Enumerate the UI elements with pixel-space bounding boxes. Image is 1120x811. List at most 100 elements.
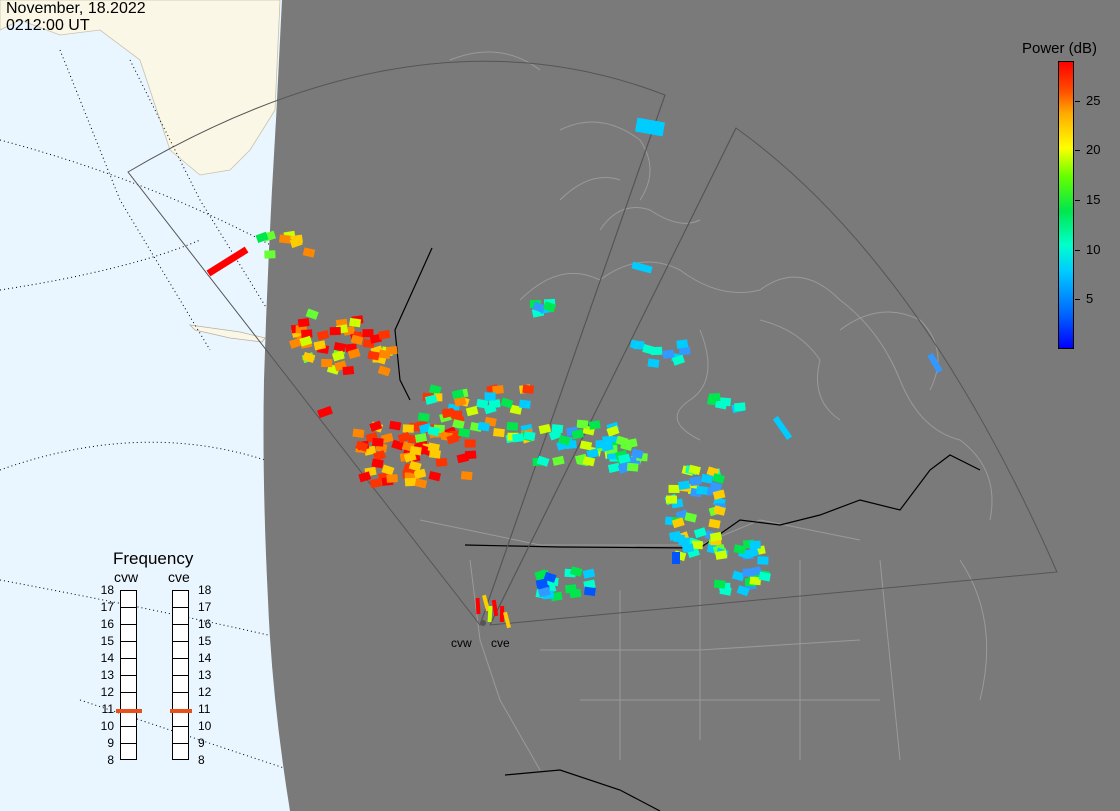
echo-cell xyxy=(342,366,355,376)
echo-cell xyxy=(583,586,596,597)
echo-cell xyxy=(369,420,383,432)
echo-cell xyxy=(538,423,552,435)
frequency-cell-divider xyxy=(173,743,188,744)
echo-cell xyxy=(668,484,680,493)
echo-cell xyxy=(305,308,319,320)
echo-cell xyxy=(523,431,536,441)
colorbar-tick-mark xyxy=(1075,200,1080,202)
echo-cell xyxy=(506,422,519,431)
echo-cell xyxy=(665,495,678,504)
echo-cell xyxy=(451,389,465,400)
echo-cell xyxy=(373,450,387,462)
echo-cell xyxy=(329,326,341,336)
colorbar-tick-mark xyxy=(1075,299,1080,301)
echo-cell xyxy=(299,335,313,347)
echo-cell xyxy=(487,605,493,623)
echo-cell xyxy=(543,571,557,583)
frequency-cell-divider xyxy=(121,607,136,608)
echo-cell xyxy=(709,531,723,542)
echo-cell xyxy=(458,427,471,438)
echo-cell xyxy=(264,250,276,259)
echo-cell xyxy=(316,329,330,341)
echo-cell xyxy=(731,570,745,582)
echo-cell xyxy=(302,247,316,258)
echo-cell xyxy=(736,585,750,597)
frequency-label-left: 10 xyxy=(100,719,114,733)
echo-cell xyxy=(488,399,501,409)
colorbar-tick-label: 5 xyxy=(1086,291,1094,307)
echo-cell xyxy=(606,425,620,437)
frequency-cell-divider xyxy=(173,607,188,608)
echo-cell xyxy=(676,339,689,349)
echo-cell xyxy=(708,392,721,402)
echo-cell xyxy=(569,566,583,577)
echo-cell xyxy=(450,410,463,419)
echo-cell xyxy=(509,404,523,415)
frequency-cell-divider xyxy=(173,641,188,642)
echo-cell xyxy=(484,392,496,401)
echo-cell xyxy=(460,471,473,481)
echo-cell xyxy=(367,350,380,361)
echo-cell xyxy=(427,442,440,453)
echo-cell xyxy=(499,605,505,623)
echo-cell xyxy=(552,455,565,466)
echo-cell xyxy=(758,571,771,582)
echo-cell xyxy=(522,384,535,394)
echo-cell xyxy=(381,464,395,476)
aleutian-peninsula xyxy=(188,324,266,343)
echo-cell xyxy=(634,117,666,137)
colorbar-tick-label: 25 xyxy=(1086,92,1101,108)
echo-cell xyxy=(713,505,726,516)
echo-cell xyxy=(696,485,708,495)
echo-cell xyxy=(586,448,600,459)
echo-cell xyxy=(678,480,691,491)
echo-cell xyxy=(512,433,524,443)
echo-cell xyxy=(615,435,629,447)
echo-cell xyxy=(397,431,411,443)
frequency-cell-divider xyxy=(173,624,188,625)
echo-cell xyxy=(414,478,428,489)
echo-cell xyxy=(691,540,704,550)
echo-cell xyxy=(481,594,491,612)
echo-cell xyxy=(403,451,417,463)
colorbar-tick-label: 15 xyxy=(1086,192,1101,208)
echo-cell xyxy=(518,399,531,409)
graticule-lines xyxy=(0,49,291,771)
frequency-label-right: 9 xyxy=(198,736,205,750)
frequency-label-left: 15 xyxy=(100,634,114,648)
echo-cell xyxy=(579,440,593,451)
fov-outlines xyxy=(127,60,1058,626)
echo-cell xyxy=(700,473,714,484)
echo-cell xyxy=(742,568,754,577)
echo-cell xyxy=(684,512,697,523)
frequency-cell-divider xyxy=(121,743,136,744)
frequency-cell-divider xyxy=(121,692,136,693)
frequency-label-right: 14 xyxy=(198,651,212,665)
time-text: 0212:00 UT xyxy=(6,17,90,34)
echo-cell xyxy=(369,478,383,489)
echo-cell xyxy=(749,540,761,550)
frequency-label-right: 11 xyxy=(198,702,211,716)
echo-cell xyxy=(288,337,303,349)
night-shade xyxy=(263,0,1120,811)
echo-cell xyxy=(279,234,291,244)
frequency-title: Frequency xyxy=(113,549,194,568)
echo-cell xyxy=(349,317,362,328)
echo-cell xyxy=(302,351,316,363)
echo-cell xyxy=(631,261,653,274)
echo-cell xyxy=(347,348,361,360)
echo-cell xyxy=(350,334,364,346)
echo-cell xyxy=(352,428,365,438)
frequency-label-left: 9 xyxy=(107,736,114,750)
echo-cell xyxy=(708,518,721,529)
echo-cell xyxy=(734,402,746,412)
frequency-label-right: 8 xyxy=(198,753,205,767)
echo-cell xyxy=(671,354,685,366)
echo-cell xyxy=(927,352,943,374)
frequency-label-left: 8 xyxy=(107,753,114,767)
frequency-label-left: 11 xyxy=(101,702,114,716)
colorbar-tick-mark xyxy=(1075,100,1080,102)
echo-cell xyxy=(607,462,621,473)
echo-cell xyxy=(477,421,490,432)
frequency-label-right: 18 xyxy=(198,583,212,597)
